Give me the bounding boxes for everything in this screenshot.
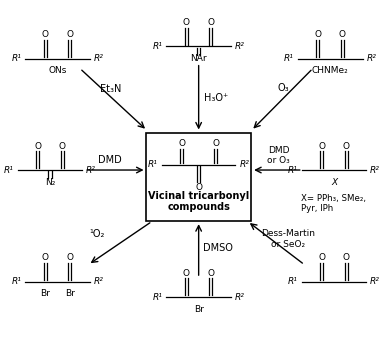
Text: compounds: compounds	[167, 202, 230, 212]
Text: R²: R²	[370, 166, 380, 175]
Text: O: O	[42, 253, 49, 262]
Text: O: O	[343, 142, 350, 150]
Text: ¹O₂: ¹O₂	[89, 229, 105, 240]
Text: Br: Br	[65, 289, 75, 298]
Text: Et₃N: Et₃N	[100, 84, 121, 94]
Text: O: O	[42, 30, 49, 39]
Text: R¹: R¹	[152, 42, 162, 51]
Text: NAr: NAr	[191, 54, 207, 63]
Text: H₃O⁺: H₃O⁺	[203, 92, 228, 103]
Text: O: O	[318, 253, 325, 262]
Text: O: O	[66, 30, 73, 39]
Text: R¹: R¹	[148, 160, 158, 169]
Text: O: O	[195, 183, 202, 192]
Text: O₃: O₃	[278, 83, 290, 93]
Text: Vicinal tricarbonyl: Vicinal tricarbonyl	[148, 191, 249, 201]
Text: O: O	[318, 142, 325, 150]
Text: O: O	[343, 253, 350, 262]
Text: X: X	[331, 178, 337, 187]
Text: R²: R²	[370, 277, 380, 286]
Text: O: O	[178, 139, 185, 148]
Text: R²: R²	[367, 54, 376, 63]
Text: O: O	[34, 142, 41, 150]
Text: O: O	[66, 253, 73, 262]
Text: DMD
or O₃: DMD or O₃	[267, 146, 290, 165]
Text: R¹: R¹	[11, 54, 22, 63]
Text: R²: R²	[235, 293, 245, 302]
Text: O: O	[207, 18, 214, 27]
Text: X= PPh₃, SMe₂,
Pyr, IPh: X= PPh₃, SMe₂, Pyr, IPh	[301, 194, 367, 213]
Text: R¹: R¹	[152, 293, 162, 302]
Text: Br: Br	[40, 289, 51, 298]
Text: O: O	[183, 269, 190, 278]
Text: O: O	[339, 30, 346, 39]
Text: DMD: DMD	[98, 155, 122, 165]
Text: R¹: R¹	[4, 166, 14, 175]
Text: R¹: R¹	[284, 54, 294, 63]
Text: O: O	[183, 18, 190, 27]
Text: R²: R²	[235, 42, 245, 51]
Text: ONs: ONs	[49, 66, 67, 75]
Text: O: O	[59, 142, 66, 150]
Text: R²: R²	[240, 160, 249, 169]
Text: O: O	[314, 30, 321, 39]
Text: N₂: N₂	[45, 178, 55, 187]
Text: R¹: R¹	[288, 166, 298, 175]
Text: CHNMe₂: CHNMe₂	[312, 66, 348, 75]
FancyBboxPatch shape	[146, 133, 251, 221]
Text: R¹: R¹	[11, 277, 22, 286]
Text: R²: R²	[86, 166, 96, 175]
Text: Br: Br	[194, 305, 203, 314]
Text: R²: R²	[94, 277, 104, 286]
Text: R²: R²	[94, 54, 104, 63]
Text: O: O	[207, 269, 214, 278]
Text: Dess-Martin
or SeO₂: Dess-Martin or SeO₂	[261, 229, 315, 249]
Text: O: O	[212, 139, 219, 148]
Text: DMSO: DMSO	[203, 244, 233, 253]
Text: R¹: R¹	[288, 277, 298, 286]
